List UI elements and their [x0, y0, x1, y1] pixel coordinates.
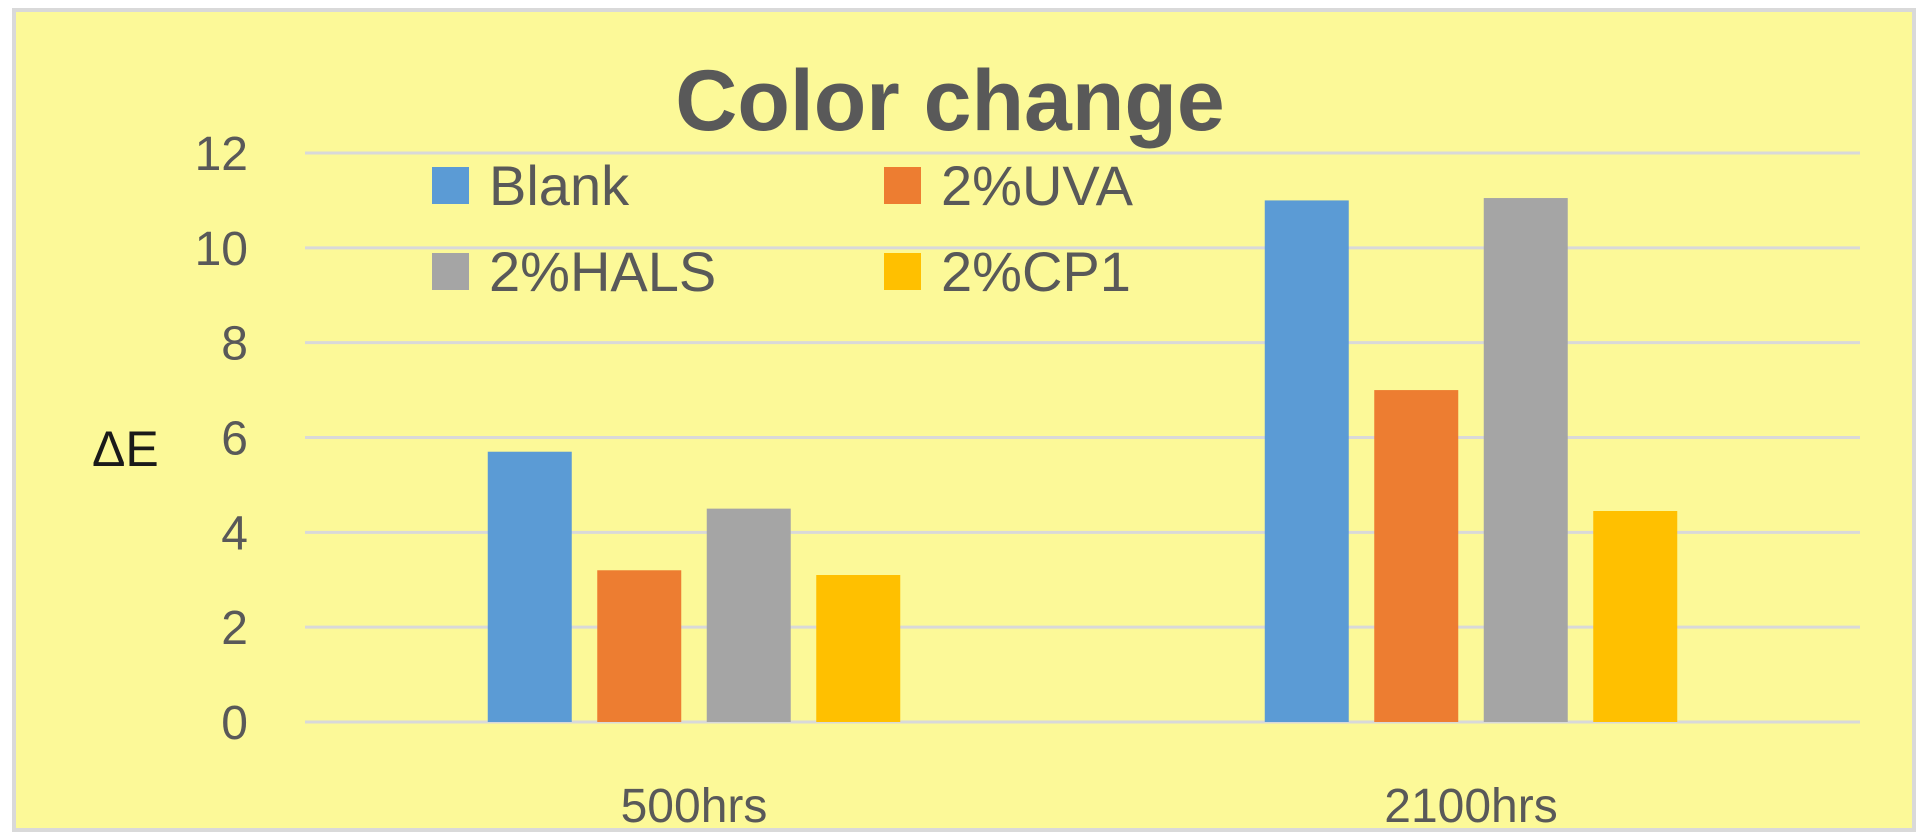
bar-2hals-2100hrs	[1483, 198, 1568, 722]
y-tick-label: 2	[221, 602, 248, 655]
legend-swatch	[884, 167, 921, 204]
legend-item: 2%CP1	[884, 240, 1131, 303]
y-tick-label: 0	[221, 697, 248, 750]
bar-2cp1-500hrs	[816, 575, 901, 722]
bar-2uva-2100hrs	[1374, 390, 1459, 722]
bar-blank-2100hrs	[1264, 200, 1349, 722]
legend-label: Blank	[489, 154, 630, 217]
legend-item: 2%UVA	[884, 154, 1134, 217]
y-tick-label: 10	[195, 223, 248, 276]
legend-item: Blank	[432, 154, 630, 217]
x-category-labels: 500hrs 2100hrs	[621, 780, 1558, 833]
legend-label: 2%HALS	[489, 240, 716, 303]
x-category-label: 500hrs	[621, 780, 768, 833]
bar-blank-500hrs	[487, 451, 572, 722]
legend: Blank 2%UVA 2%HALS 2%CP1	[432, 154, 1134, 303]
legend-swatch	[432, 167, 469, 204]
chart-title: Color change	[675, 53, 1225, 149]
bar-2cp1-2100hrs	[1593, 510, 1678, 722]
legend-label: 2%CP1	[941, 240, 1131, 303]
legend-item: 2%HALS	[432, 240, 716, 303]
legend-swatch	[884, 253, 921, 290]
y-tick-label: 8	[221, 318, 248, 371]
x-category-label: 2100hrs	[1384, 780, 1557, 833]
y-tick-label: 12	[195, 128, 248, 181]
bars	[487, 198, 1678, 722]
bar-2hals-500hrs	[706, 508, 791, 722]
y-tick-label: 4	[221, 507, 248, 560]
y-tick-labels: 0 2 4 6 8 10 12	[195, 128, 248, 750]
y-tick-label: 6	[221, 413, 248, 466]
y-axis-label: ΔE	[92, 421, 159, 477]
legend-label: 2%UVA	[941, 154, 1134, 217]
bar-2uva-500hrs	[597, 570, 682, 722]
legend-swatch	[432, 253, 469, 290]
